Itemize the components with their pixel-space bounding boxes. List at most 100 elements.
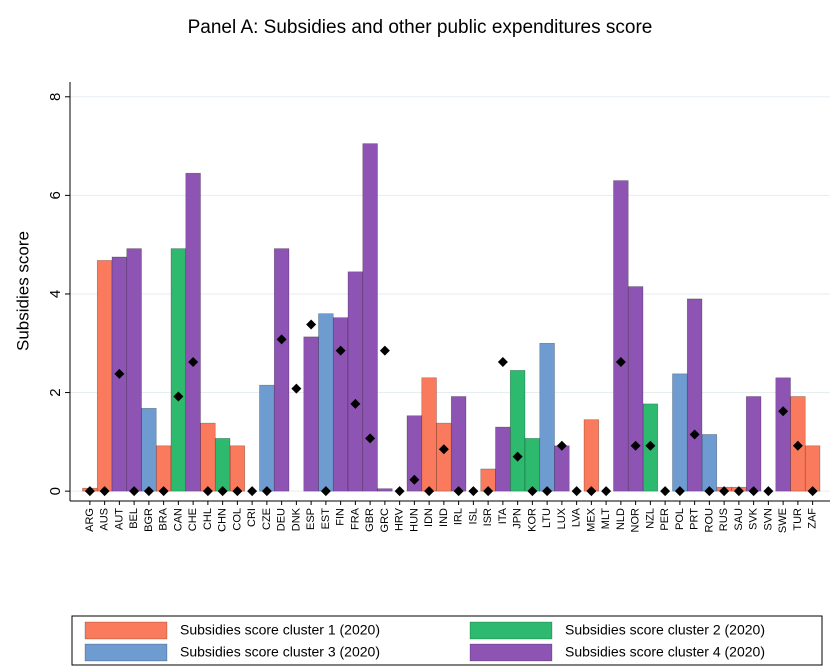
bar [185,172,201,492]
x-tick-label: SWE [777,508,789,533]
x-tick-label: PRT [689,508,701,530]
x-tick-label: AUS [99,508,111,531]
bar [509,370,526,492]
legend-swatch [84,621,168,640]
diamond-marker [409,474,420,485]
bar [701,434,718,492]
diamond-marker [527,486,538,497]
legend-label: Subsidies score cluster 3 (2020) [180,644,380,660]
bar [775,377,791,492]
diamond-marker [438,444,449,455]
legend-label: Subsidies score cluster 4 (2020) [565,644,765,660]
diamond-marker [542,486,553,497]
x-tick-label: BRA [158,507,170,530]
bar [436,422,452,492]
bar [229,445,246,492]
bar [672,373,688,492]
legend-label: Subsidies score 2000 [180,666,314,668]
bar [524,438,541,492]
bar [539,342,555,492]
x-tick-label: ISL [467,508,479,525]
x-tick-label: GBR [364,508,376,532]
bar [96,260,113,492]
x-tick-label: NLD [615,508,627,530]
bar [318,313,334,492]
x-tick-label: CHN [217,508,229,532]
x-tick-label: IRL [453,508,465,525]
diamond-marker [306,319,317,330]
bar [200,422,216,492]
diamond-marker [114,368,125,379]
x-tick-label: SVK [748,507,760,530]
diamond-marker [586,486,597,497]
x-tick-label: ISR [482,508,494,526]
bar [170,248,187,492]
x-tick-label: COL [231,508,243,531]
bar [627,286,644,492]
x-tick-label: NZL [644,508,656,529]
bar [377,488,393,492]
legend-label: Subsidies score cluster 1 (2020) [180,622,380,638]
x-tick-label: LVA [571,507,583,527]
x-tick-label: CHL [202,508,214,530]
x-tick-label: JPN [512,508,524,529]
x-tick-label: ARG [84,508,96,532]
diamond-marker [645,440,656,451]
legend-swatch [469,643,553,662]
x-tick-label: AUT [113,508,125,530]
x-tick-label: MEX [585,507,597,532]
bar [259,384,275,492]
x-tick-label: KOR [526,508,538,532]
x-tick-label: DNK [290,507,302,531]
chart-title: Panel A: Subsidies and other public expe… [188,17,653,38]
bar [450,396,467,492]
diamond-marker [704,486,715,497]
diamond-marker [335,345,346,356]
diamond-marker [748,486,759,497]
bar [686,298,703,492]
x-tick-label: FRA [349,507,361,530]
bar [583,419,600,492]
diamond-marker [571,486,582,497]
x-tick-label: CAN [172,508,184,531]
diamond-marker [158,486,169,497]
y-tick-label: 6 [47,191,64,199]
diamond-marker [202,486,213,497]
diamond-marker [512,451,523,462]
x-tick-label: GRC [379,508,391,533]
y-axis-label: Subsidies score [13,231,32,351]
bar [613,180,629,492]
bar [347,271,364,492]
diamond-marker [453,486,464,497]
diamond-marker [468,486,479,497]
diamond-marker [232,486,243,497]
x-tick-label: HRV [394,507,406,531]
diamond-marker [217,486,228,497]
bar [421,377,437,492]
x-tick-label: BGR [143,508,155,532]
x-tick-label: MLT [600,508,612,529]
diamond-marker [84,486,95,497]
diamond-marker [394,486,405,497]
diamond-marker [719,486,730,497]
y-tick-label: 8 [47,93,64,101]
diamond-marker [247,486,258,497]
x-tick-label: ITA [497,507,509,524]
bar [406,415,423,492]
diamond-marker [276,334,287,345]
x-tick-label: SVN [762,508,774,531]
diamond-marker [379,345,390,356]
x-tick-label: POL [674,508,686,530]
x-tick-label: IND [438,508,450,527]
bar [126,248,142,492]
diamond-marker [129,486,140,497]
legend-swatch [84,643,168,662]
bar [362,143,378,492]
x-tick-label: ROU [703,508,715,533]
diamond-marker [350,398,361,409]
y-tick-label: 2 [47,388,64,396]
bar [745,396,762,492]
x-tick-label: LTU [541,508,553,528]
diamond-marker [99,486,110,497]
